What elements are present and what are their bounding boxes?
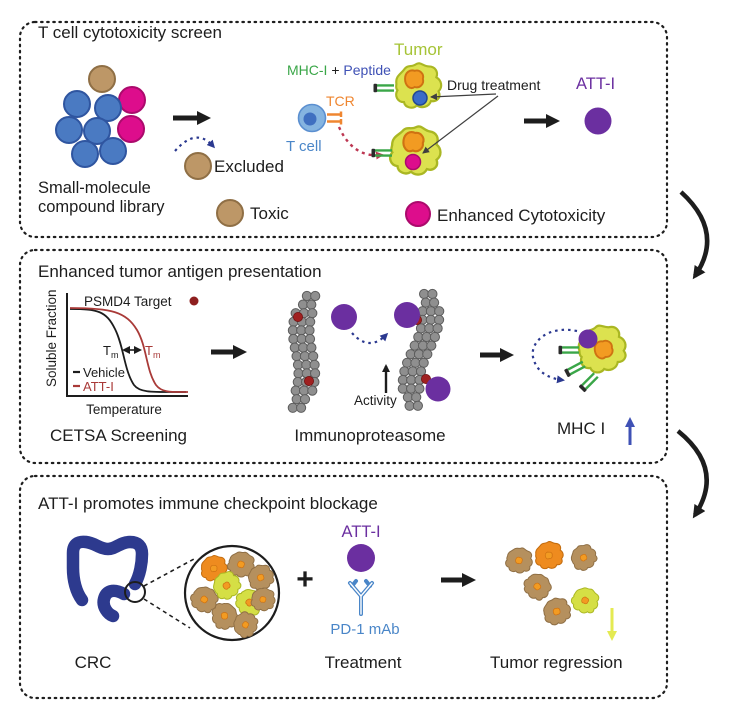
proteasome-left xyxy=(287,290,321,413)
t-cell-label: T cell xyxy=(286,138,322,155)
enhanced-cytotoxicity-label: Enhanced Cytotoxicity xyxy=(437,206,606,225)
drug-magenta-dot xyxy=(404,153,422,171)
mhc-receptor-icon xyxy=(370,147,394,159)
att-i-compound-circle xyxy=(584,107,612,135)
att-i-in-cell xyxy=(578,329,598,349)
panel-2-border xyxy=(18,248,669,465)
att-i-curve xyxy=(69,307,189,393)
toxic-legend-circle xyxy=(216,199,244,227)
compound-blue-circle xyxy=(99,137,127,165)
binding-dashed-arc xyxy=(351,332,389,345)
tumor-regression-label: Tumor regression xyxy=(490,653,623,672)
tcr-receptor-icon xyxy=(327,111,343,125)
mhc-receptor-icon xyxy=(372,82,396,94)
excluded-compound-circle xyxy=(184,152,212,180)
compound-library-cluster xyxy=(55,65,146,168)
compound-blue-circle xyxy=(71,140,99,168)
library-caption-line1: Small-molecule xyxy=(38,179,151,197)
mhc-receptor-icon xyxy=(562,359,588,379)
toxic-label: Toxic xyxy=(250,204,289,223)
att-i-label-panel1: ATT-I xyxy=(576,75,615,93)
tumor-cell-lower xyxy=(370,121,445,180)
antigen-presenting-tumor-cell xyxy=(531,320,631,394)
panel-3-title: ATT-I promotes immune checkpoint blockag… xyxy=(38,494,378,513)
tumor-label: Tumor xyxy=(394,40,443,59)
psmd4-target-dot xyxy=(189,296,199,306)
immunoproteasome-caption: Immunoproteasome xyxy=(294,426,445,445)
compound-blue-circle xyxy=(63,90,91,118)
enhanced-legend-circle xyxy=(405,201,431,227)
crc-label: CRC xyxy=(75,653,112,672)
pd1-mab-label: PD-1 mAb xyxy=(330,621,399,638)
t-cell-nucleus xyxy=(303,112,317,126)
plus-sign: + xyxy=(296,563,314,596)
panel1-to-panel2-arrow xyxy=(679,190,710,280)
att-i-molecule xyxy=(425,376,451,402)
activity-label: Activity xyxy=(354,393,397,408)
tm-vehicle-label: Tm xyxy=(103,343,118,360)
panel-3-border xyxy=(18,474,669,700)
regression-tumor-cells xyxy=(503,540,604,627)
panel-2-title: Enhanced tumor antigen presentation xyxy=(38,262,322,281)
y-axis-label: Soluble Fraction xyxy=(44,289,59,387)
drug-treatment-label: Drug treatment xyxy=(447,77,540,93)
inset-connector-lower xyxy=(143,598,191,629)
compound-magenta-circle xyxy=(117,115,145,143)
tumor-inset xyxy=(183,544,281,642)
att-i-molecule xyxy=(331,304,357,330)
mhc-receptor-icon xyxy=(557,344,581,356)
tm-att-i-label: Tm xyxy=(145,343,160,360)
compound-blue-circle xyxy=(55,116,83,144)
legend-att-i-label: ATT-I xyxy=(83,379,114,394)
drug-pointer-lower xyxy=(422,95,499,154)
library-caption-line2: compound library xyxy=(38,198,165,216)
legend-vehicle-label: Vehicle xyxy=(83,365,125,380)
peptide-blue-dot xyxy=(412,90,428,106)
t-cell xyxy=(297,103,327,133)
psmd4-target-label: PSMD4 Target xyxy=(84,294,172,309)
x-axis-label: Temperature xyxy=(86,402,162,417)
drug-pointer-upper xyxy=(430,93,497,101)
compound-blue-circle xyxy=(83,117,111,145)
magnifier-circle xyxy=(124,581,146,603)
proteasome-right xyxy=(397,288,445,411)
cetsa-caption: CETSA Screening xyxy=(50,426,187,445)
tcr-label: TCR xyxy=(326,93,355,109)
compound-magenta-circle xyxy=(118,86,146,114)
excluded-label: Excluded xyxy=(214,157,284,176)
cetsa-plot: PSMD4 Target Soluble Fraction Tm Tm Vehi… xyxy=(44,289,199,417)
tumor-cell-upper xyxy=(372,62,443,109)
panel2-to-panel3-arrow xyxy=(676,429,709,519)
compound-blue-circle xyxy=(94,94,122,122)
presentation-dashed-arc xyxy=(531,328,578,384)
treatment-label: Treatment xyxy=(325,653,402,672)
att-i-molecule xyxy=(394,302,420,328)
excluded-dashed-arc xyxy=(174,136,216,152)
panel-1-border xyxy=(18,20,669,239)
vehicle-curve xyxy=(69,308,187,393)
compound-tan-circle xyxy=(88,65,116,93)
colon-icon xyxy=(66,535,149,623)
att-i-circle-panel3 xyxy=(347,544,375,572)
antibody-icon xyxy=(348,579,374,616)
att-i-label-panel3: ATT-I xyxy=(341,523,380,541)
mhc1-label: MHC I xyxy=(557,419,605,438)
inset-connector-upper xyxy=(143,558,195,587)
panel-1-title: T cell cytotoxicity screen xyxy=(38,23,222,42)
mhc-receptor-icon xyxy=(577,370,601,394)
mhc-peptide-label: MHC-I + Peptide xyxy=(287,62,391,78)
